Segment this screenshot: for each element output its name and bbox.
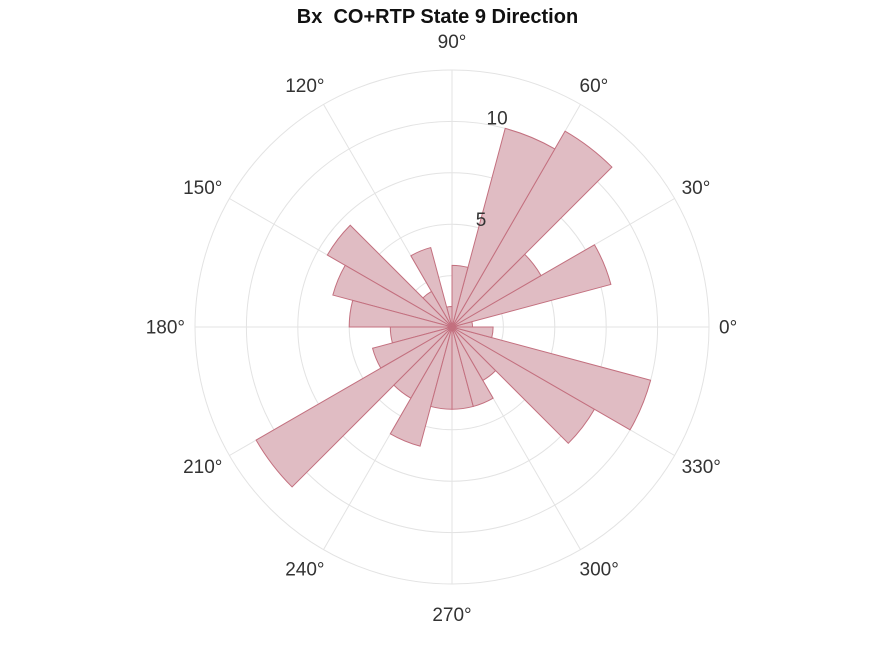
angle-tick-label: 150° <box>183 178 222 199</box>
histogram-bar <box>451 130 613 328</box>
angle-tick-label: 120° <box>285 76 324 97</box>
radial-tick-label: 5 <box>476 210 487 231</box>
histogram-bar <box>255 326 453 488</box>
angle-tick-label: 180° <box>146 318 185 339</box>
angle-tick-label: 330° <box>682 457 721 478</box>
histogram-bar <box>389 326 453 447</box>
histogram-bar <box>451 264 469 328</box>
histogram-bar <box>451 127 556 328</box>
radial-tick-label: 10 <box>487 109 508 130</box>
angle-tick-label: 0° <box>719 318 737 339</box>
angle-tick-label: 60° <box>580 76 609 97</box>
histogram-bar <box>451 244 612 328</box>
angle-tick-label: 270° <box>432 605 471 626</box>
angle-tick-label: 300° <box>580 559 619 580</box>
angle-tick-label: 30° <box>682 178 711 199</box>
angle-tick-label: 210° <box>183 457 222 478</box>
histogram-bar <box>451 326 652 431</box>
histogram-bar <box>326 224 453 328</box>
histogram-bar <box>348 299 453 328</box>
histogram-bar <box>332 264 453 328</box>
angle-tick-label: 240° <box>285 559 324 580</box>
histogram-bars <box>255 127 652 488</box>
axis-labels: 0° 30° 60° 90° 120° 150° 180° 210° 240° 270° 300° 3… <box>146 32 737 626</box>
histogram-bar <box>451 326 494 408</box>
histogram-bar <box>451 326 494 339</box>
angle-tick-label: 90° <box>438 32 467 53</box>
histogram-bar <box>410 246 453 328</box>
chart-title: Bx CO+RTP State 9 Direction <box>296 6 579 28</box>
